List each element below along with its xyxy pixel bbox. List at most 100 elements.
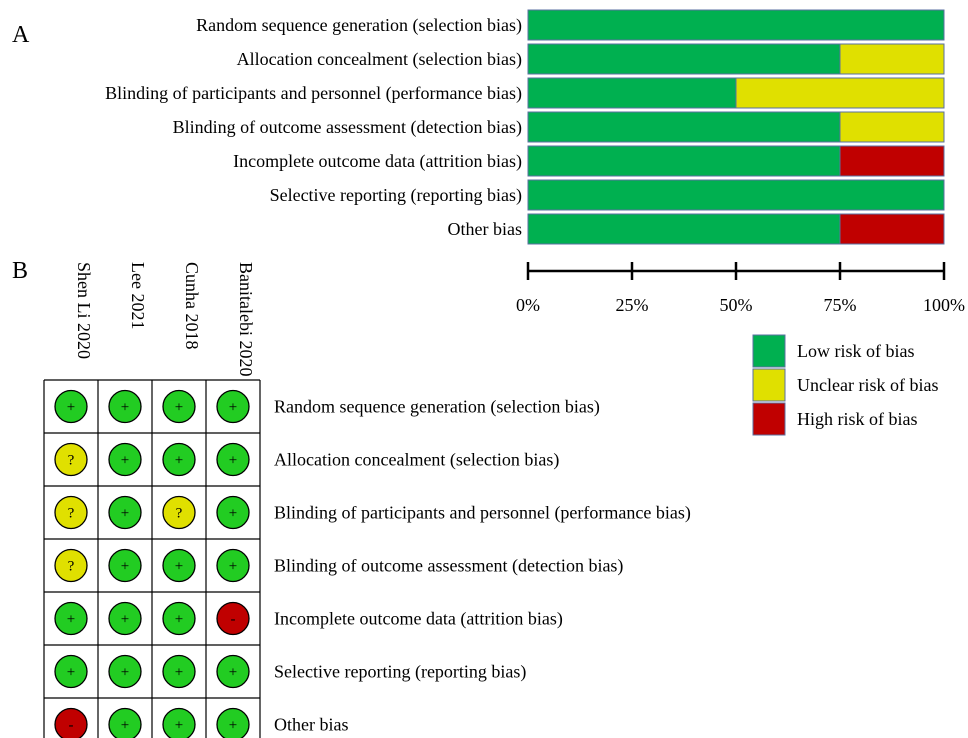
judgement-dot-low xyxy=(108,495,142,530)
judgement-dot-low xyxy=(162,548,196,583)
category-label: Blinding of outcome assessment (detectio… xyxy=(173,117,522,138)
study-label: Banitalebi 2020 xyxy=(236,262,256,376)
tick-label: 25% xyxy=(616,295,649,315)
judgement-dot-unclear xyxy=(54,548,88,583)
judgement-dot-low xyxy=(162,389,196,424)
judgement-dot-low xyxy=(162,707,196,738)
judgement-symbol: + xyxy=(229,400,237,416)
judgement-dot-low xyxy=(216,389,250,424)
judgement-symbol: ? xyxy=(68,453,75,469)
judgement-dot-low xyxy=(54,389,88,424)
bar-segment-unclear xyxy=(839,43,945,75)
category-label: Incomplete outcome data (attrition bias) xyxy=(233,151,522,172)
category-label: Allocation concealment (selection bias) xyxy=(237,49,522,70)
judgement-dot-low xyxy=(216,654,250,689)
judgement-dot-low xyxy=(162,601,196,636)
judgement-dot-low xyxy=(162,654,196,689)
bar-segment-low xyxy=(527,145,841,177)
judgement-symbol: + xyxy=(121,453,129,469)
study-label: Cunha 2018 xyxy=(182,262,202,350)
judgement-dot-low xyxy=(108,707,142,738)
judgement-dot-unclear xyxy=(162,495,196,530)
study-label: Shen Li 2020 xyxy=(74,262,94,359)
x-axis: 0% 25% 50% 75% 100% xyxy=(516,262,965,315)
category-label: Other bias xyxy=(448,219,522,239)
legend-label: Unclear risk of bias xyxy=(797,375,938,395)
risk-of-bias-summary-table: Shen Li 2020 Lee 2021 Cunha 2018 Banitalebi… xyxy=(43,262,691,738)
judgement-symbol: + xyxy=(229,665,237,681)
judgement-dot-high xyxy=(216,601,250,636)
judgement-symbol: + xyxy=(121,665,129,681)
domain-label: Allocation concealment (selection bias) xyxy=(274,450,559,471)
legend: Low risk of bias Unclear risk of bias High… xyxy=(752,334,938,436)
judgement-symbol: + xyxy=(175,559,183,575)
domain-label: Blinding of outcome assessment (detectio… xyxy=(274,556,623,577)
judgement-symbol: + xyxy=(175,612,183,628)
judgement-dot-low xyxy=(108,601,142,636)
judgement-symbol: + xyxy=(229,559,237,575)
judgement-symbol: + xyxy=(175,665,183,681)
judgement-dot-high xyxy=(54,707,88,738)
judgement-dot-low xyxy=(216,548,250,583)
judgement-symbol: ? xyxy=(68,506,75,522)
judgement-symbol: + xyxy=(175,453,183,469)
judgement-dot-low xyxy=(108,548,142,583)
judgement-symbol: + xyxy=(67,400,75,416)
judgement-dot-low xyxy=(54,601,88,636)
judgement-symbol: + xyxy=(229,718,237,734)
judgement-dot-low xyxy=(108,654,142,689)
judgement-dot-low xyxy=(216,495,250,530)
bar-segment-low xyxy=(527,111,841,143)
domain-label: Incomplete outcome data (attrition bias) xyxy=(274,609,563,630)
judgement-symbol: + xyxy=(67,612,75,628)
domain-label: Blinding of participants and personnel (… xyxy=(274,503,691,524)
tick-label: 0% xyxy=(516,295,540,315)
panel-label-b: B xyxy=(12,258,28,284)
judgement-symbol: - xyxy=(69,718,74,734)
judgement-symbol: - xyxy=(231,612,236,628)
judgement-dot-low xyxy=(216,707,250,738)
legend-label: Low risk of bias xyxy=(797,341,914,361)
summary-bar-chart: Random sequence generation (selection bi… xyxy=(105,9,945,245)
bar-segment-high xyxy=(839,213,945,245)
judgement-symbol: ? xyxy=(68,559,75,575)
judgement-symbol: + xyxy=(121,400,129,416)
legend-swatch-high xyxy=(752,402,786,436)
judgement-symbol: + xyxy=(175,400,183,416)
judgement-symbol: + xyxy=(121,612,129,628)
domain-label: Other bias xyxy=(274,715,348,735)
bar-segment-low xyxy=(527,213,841,245)
judgement-symbol: + xyxy=(67,665,75,681)
judgement-symbol: + xyxy=(121,559,129,575)
legend-swatch-unclear xyxy=(752,368,786,402)
tick-label: 50% xyxy=(720,295,753,315)
bar-segment-unclear xyxy=(735,77,945,109)
judgement-symbol: + xyxy=(121,718,129,734)
judgement-dot-low xyxy=(54,654,88,689)
legend-label: High risk of bias xyxy=(797,409,918,429)
judgement-symbol: ? xyxy=(176,506,183,522)
bar-segment-high xyxy=(839,145,945,177)
bar-segment-low xyxy=(527,9,945,41)
judgement-dot-low xyxy=(108,442,142,477)
category-label: Blinding of participants and personnel (… xyxy=(105,83,522,104)
bar-segment-low xyxy=(527,77,737,109)
bar-segment-low xyxy=(527,43,841,75)
judgement-dot-low xyxy=(216,442,250,477)
legend-swatch-low xyxy=(752,334,786,368)
domain-label: Selective reporting (reporting bias) xyxy=(274,662,526,683)
judgement-symbol: + xyxy=(121,506,129,522)
judgement-symbol: + xyxy=(229,453,237,469)
panel-label-a: A xyxy=(12,22,30,48)
tick-label: 75% xyxy=(824,295,857,315)
judgement-dot-low xyxy=(162,442,196,477)
judgement-dot-low xyxy=(108,389,142,424)
study-label: Lee 2021 xyxy=(128,262,148,329)
judgement-dot-unclear xyxy=(54,442,88,477)
judgement-symbol: + xyxy=(175,718,183,734)
domain-label: Random sequence generation (selection bi… xyxy=(274,397,600,418)
category-label: Selective reporting (reporting bias) xyxy=(270,185,522,206)
judgement-symbol: + xyxy=(229,506,237,522)
judgement-dot-unclear xyxy=(54,495,88,530)
